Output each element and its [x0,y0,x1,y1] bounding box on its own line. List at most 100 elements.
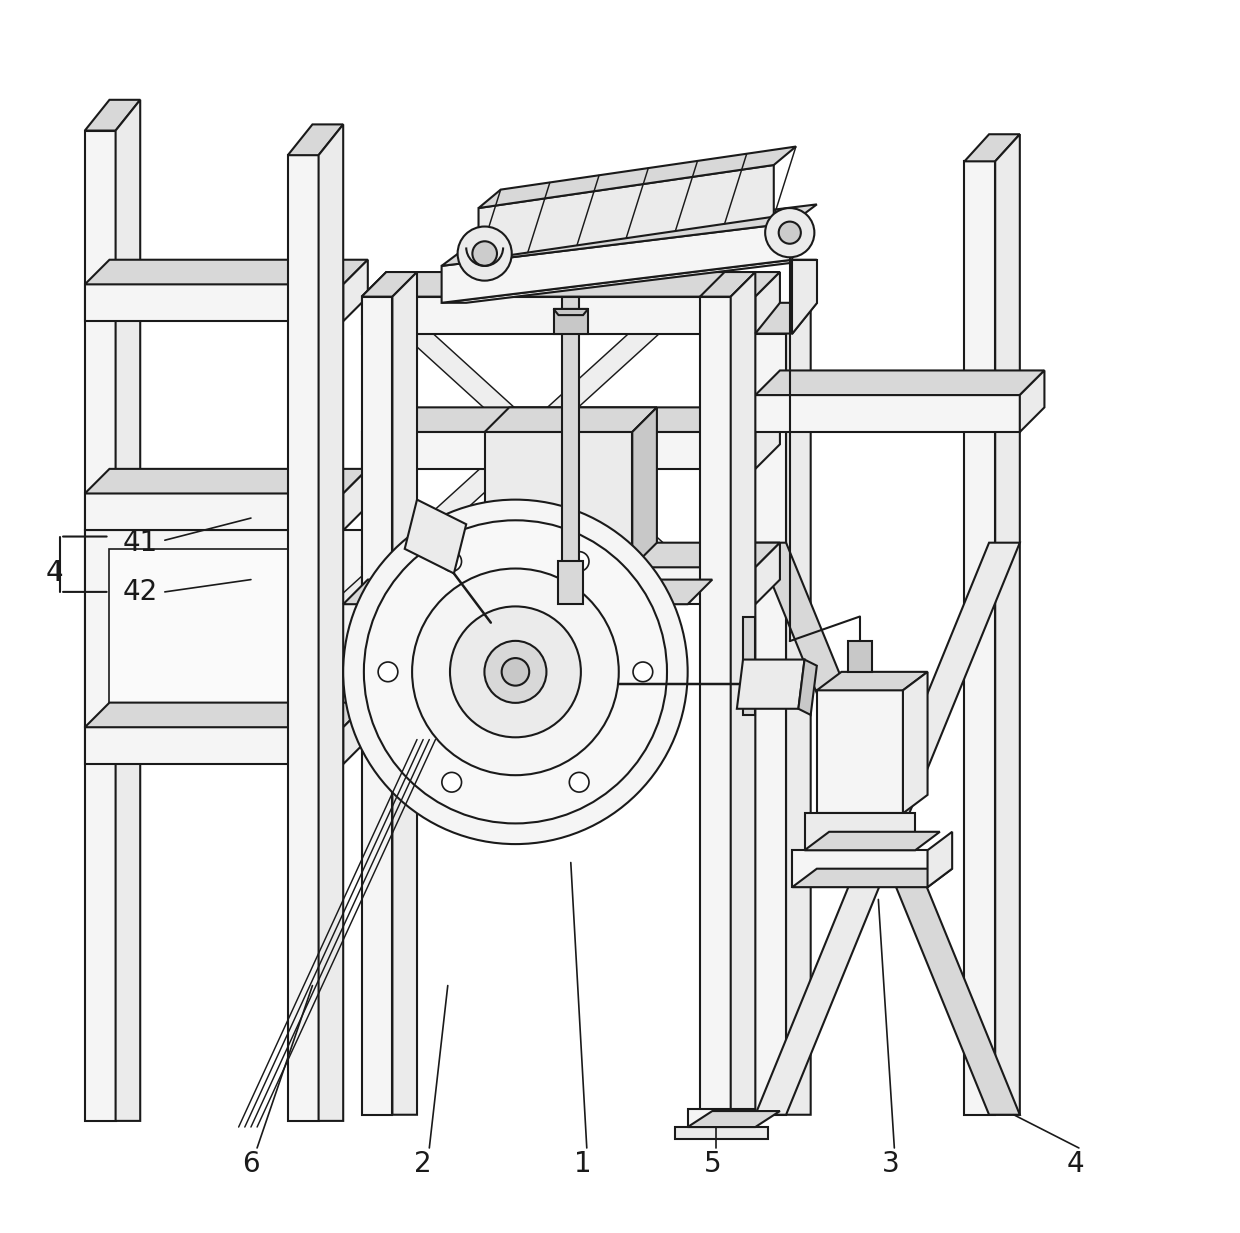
Polygon shape [805,814,915,851]
Polygon shape [84,493,343,530]
Text: 4: 4 [46,560,63,587]
Polygon shape [84,131,115,1121]
Polygon shape [343,580,712,604]
Circle shape [412,568,619,776]
Polygon shape [755,334,786,1115]
Polygon shape [699,297,730,1115]
Polygon shape [84,469,368,493]
Polygon shape [903,672,928,814]
Polygon shape [553,309,588,334]
Polygon shape [799,660,817,715]
Polygon shape [755,303,817,334]
Polygon shape [817,672,928,690]
Polygon shape [1019,370,1044,432]
Polygon shape [792,260,817,334]
Polygon shape [84,285,343,322]
Circle shape [765,208,815,258]
Polygon shape [755,543,1019,1115]
Text: 5: 5 [703,1150,722,1178]
Polygon shape [792,851,928,888]
Text: 3: 3 [882,1150,899,1178]
Polygon shape [319,125,343,1121]
Circle shape [441,772,461,792]
Polygon shape [737,660,805,709]
Polygon shape [928,832,952,888]
Circle shape [779,222,801,244]
Circle shape [378,662,398,682]
Circle shape [485,641,547,703]
Polygon shape [632,407,657,567]
Polygon shape [848,641,872,672]
Polygon shape [362,297,730,604]
Polygon shape [84,260,368,285]
Polygon shape [441,260,817,303]
Polygon shape [755,272,780,334]
Text: 1: 1 [574,1150,591,1178]
Text: 42: 42 [123,578,157,605]
Polygon shape [115,100,140,1121]
Polygon shape [441,205,817,266]
Polygon shape [109,549,343,709]
Polygon shape [965,162,996,1115]
Polygon shape [362,543,780,567]
Circle shape [569,772,589,792]
Polygon shape [84,100,140,131]
Polygon shape [485,432,632,567]
Circle shape [343,499,688,845]
Polygon shape [84,727,343,764]
Polygon shape [743,616,755,715]
Polygon shape [362,432,755,469]
Circle shape [634,662,652,682]
Polygon shape [805,832,940,851]
Polygon shape [676,1127,768,1139]
Circle shape [441,551,461,571]
Polygon shape [996,134,1019,1115]
Polygon shape [84,703,368,727]
Text: 6: 6 [242,1150,259,1178]
Polygon shape [343,703,368,764]
Polygon shape [558,561,583,604]
Polygon shape [562,297,579,567]
Polygon shape [362,272,417,297]
Circle shape [569,551,589,571]
Polygon shape [688,1108,755,1127]
Polygon shape [965,134,1019,162]
Polygon shape [479,147,796,208]
Polygon shape [362,567,755,604]
Text: 4: 4 [1066,1150,1084,1178]
Polygon shape [755,543,780,604]
Polygon shape [404,499,466,573]
Polygon shape [84,530,368,727]
Polygon shape [730,272,755,1115]
Polygon shape [288,155,319,1121]
Polygon shape [755,407,780,469]
Polygon shape [817,690,903,814]
Polygon shape [343,469,368,530]
Circle shape [363,520,667,824]
Polygon shape [441,223,792,303]
Polygon shape [343,260,368,322]
Polygon shape [553,309,588,316]
Polygon shape [755,395,1019,432]
Polygon shape [786,309,811,1115]
Polygon shape [755,370,1044,395]
Polygon shape [755,309,811,334]
Polygon shape [485,407,657,432]
Circle shape [458,227,512,281]
Polygon shape [362,407,780,432]
Polygon shape [331,297,699,604]
Circle shape [450,607,580,737]
Text: 41: 41 [123,529,157,556]
Circle shape [472,242,497,266]
Polygon shape [688,1111,780,1127]
Text: 2: 2 [414,1150,432,1178]
Polygon shape [362,272,780,297]
Polygon shape [288,125,343,155]
Circle shape [502,658,529,686]
Polygon shape [699,272,755,297]
Polygon shape [479,165,774,260]
Polygon shape [362,297,392,1115]
Polygon shape [362,297,755,334]
Polygon shape [792,869,952,888]
Polygon shape [755,543,1019,1115]
